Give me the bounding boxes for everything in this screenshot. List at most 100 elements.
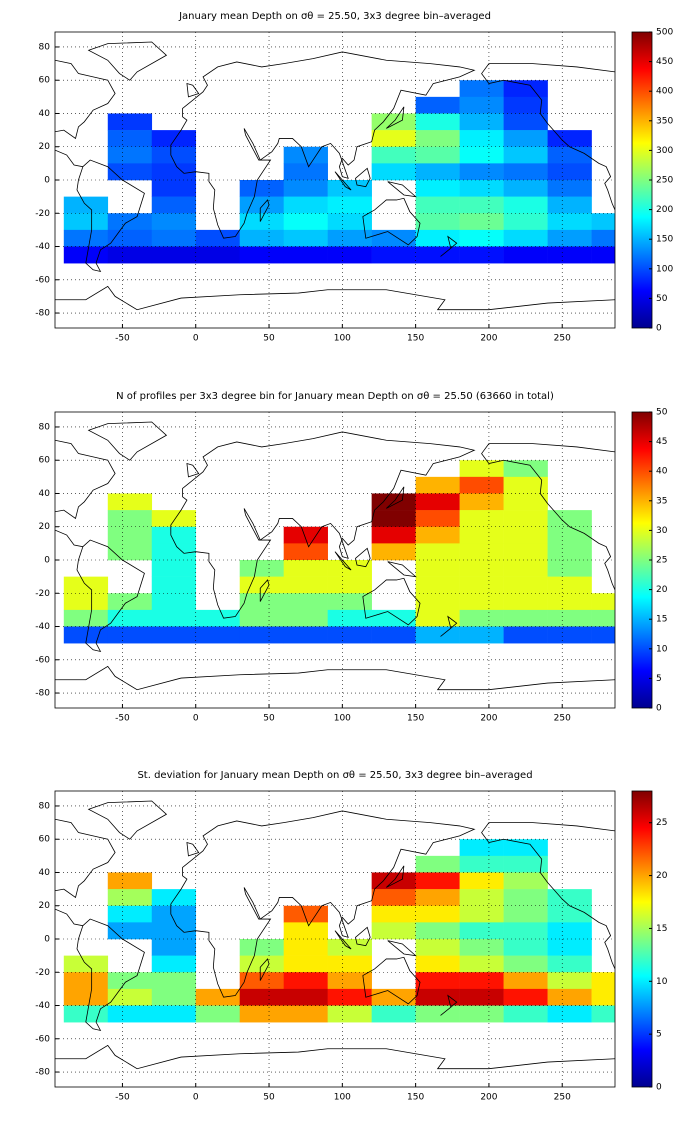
heat-cell	[151, 1005, 197, 1023]
heat-cell	[283, 560, 328, 577]
heat-cell	[151, 889, 197, 907]
heat-cell	[371, 1005, 416, 1023]
heat-cell	[107, 246, 153, 264]
heat-cell	[547, 626, 592, 644]
heat-cell	[151, 229, 197, 247]
heat-cell	[107, 229, 153, 247]
heat-cell	[503, 576, 548, 594]
heat-cell	[107, 113, 153, 131]
colorbar-tick-label: 10	[656, 644, 668, 654]
y-tick-label: -80	[35, 309, 50, 319]
heat-cell	[547, 560, 592, 577]
heat-cell	[415, 510, 460, 528]
colorbar-tick-label: 5	[656, 674, 662, 684]
colorbar-tick-label: 5	[656, 1030, 662, 1040]
heat-cell	[151, 130, 197, 148]
heat-cell	[415, 213, 460, 231]
heat-cell	[283, 593, 328, 611]
colorbar-tick-label: 100	[656, 264, 673, 274]
heat-cell	[415, 196, 460, 214]
heat-cell	[415, 1005, 460, 1023]
heat-cell	[239, 939, 284, 956]
heat-cell	[63, 988, 109, 1006]
plot-area	[55, 421, 615, 691]
axes-frame	[54, 790, 616, 1088]
heat-cell	[415, 163, 460, 181]
heat-cell	[503, 196, 548, 214]
heat-cell	[151, 180, 197, 197]
heat-cell	[151, 988, 197, 1006]
heat-cell	[327, 576, 372, 594]
heat-cell	[503, 113, 548, 131]
heat-cell	[107, 130, 153, 148]
heat-cell	[283, 246, 328, 264]
colorbar-tick-label: 35	[656, 496, 667, 506]
heat-cell	[107, 626, 153, 644]
heat-cell	[503, 163, 548, 181]
heat-cell	[503, 526, 548, 544]
plot-area	[55, 800, 615, 1070]
heat-cell	[327, 196, 372, 214]
y-tick-label: 20	[39, 522, 51, 532]
heat-cell	[239, 576, 284, 594]
heat-cell	[459, 476, 504, 494]
heat-cell	[503, 855, 548, 873]
heat-cell	[107, 905, 153, 923]
heat-cell	[591, 593, 615, 611]
heat-cell	[107, 922, 153, 940]
colorbar	[631, 790, 653, 1088]
heat-cell	[283, 163, 328, 181]
heat-cell	[547, 889, 592, 907]
y-tick-label: -60	[35, 275, 50, 285]
heat-cell	[415, 955, 460, 973]
heat-cell	[547, 510, 592, 528]
heat-cell	[503, 839, 548, 857]
heat-cell	[151, 905, 197, 923]
heat-cell	[459, 593, 504, 611]
heat-cell	[503, 246, 548, 264]
y-tick-label: -20	[35, 968, 50, 978]
heat-cell	[503, 543, 548, 561]
heat-cell	[151, 626, 197, 644]
heat-cell	[459, 560, 504, 577]
heat-cell	[459, 510, 504, 528]
heat-cell	[591, 1005, 615, 1023]
heat-cell	[459, 889, 504, 907]
heat-cell	[283, 213, 328, 231]
colorbar-tick-label: 30	[656, 526, 668, 536]
heat-cell	[459, 229, 504, 247]
heat-cell	[371, 626, 416, 644]
x-tick-label: 50	[263, 1093, 275, 1103]
colorbar-tick-label: 150	[656, 235, 673, 245]
heat-cell	[283, 543, 328, 561]
y-tick-label: 80	[39, 42, 51, 52]
heat-cell	[459, 163, 504, 181]
heat-cell	[415, 889, 460, 907]
heat-cell	[283, 609, 328, 627]
heat-cell	[283, 939, 328, 956]
heat-cell	[327, 972, 372, 990]
heat-cell	[63, 213, 109, 231]
heat-cell	[503, 229, 548, 247]
x-tick-label: -50	[115, 334, 130, 344]
heat-cell	[503, 609, 548, 627]
y-tick-label: 60	[39, 835, 51, 845]
heat-cell	[415, 609, 460, 627]
heat-cell	[591, 972, 615, 990]
heat-cell	[459, 213, 504, 231]
heat-cell	[415, 229, 460, 247]
y-tick-label: -40	[35, 242, 50, 252]
colorbar-tick-label: 25	[656, 556, 667, 566]
heat-cell	[371, 493, 416, 511]
heat-cell	[503, 939, 548, 956]
heat-cell	[107, 493, 153, 511]
heat-cell	[63, 972, 109, 990]
heat-cell	[459, 955, 504, 973]
heat-cell	[459, 196, 504, 214]
heat-cell	[239, 560, 284, 577]
heat-cell	[503, 988, 548, 1006]
heat-cell	[415, 593, 460, 611]
heat-cell	[107, 526, 153, 544]
heat-cell	[283, 955, 328, 973]
